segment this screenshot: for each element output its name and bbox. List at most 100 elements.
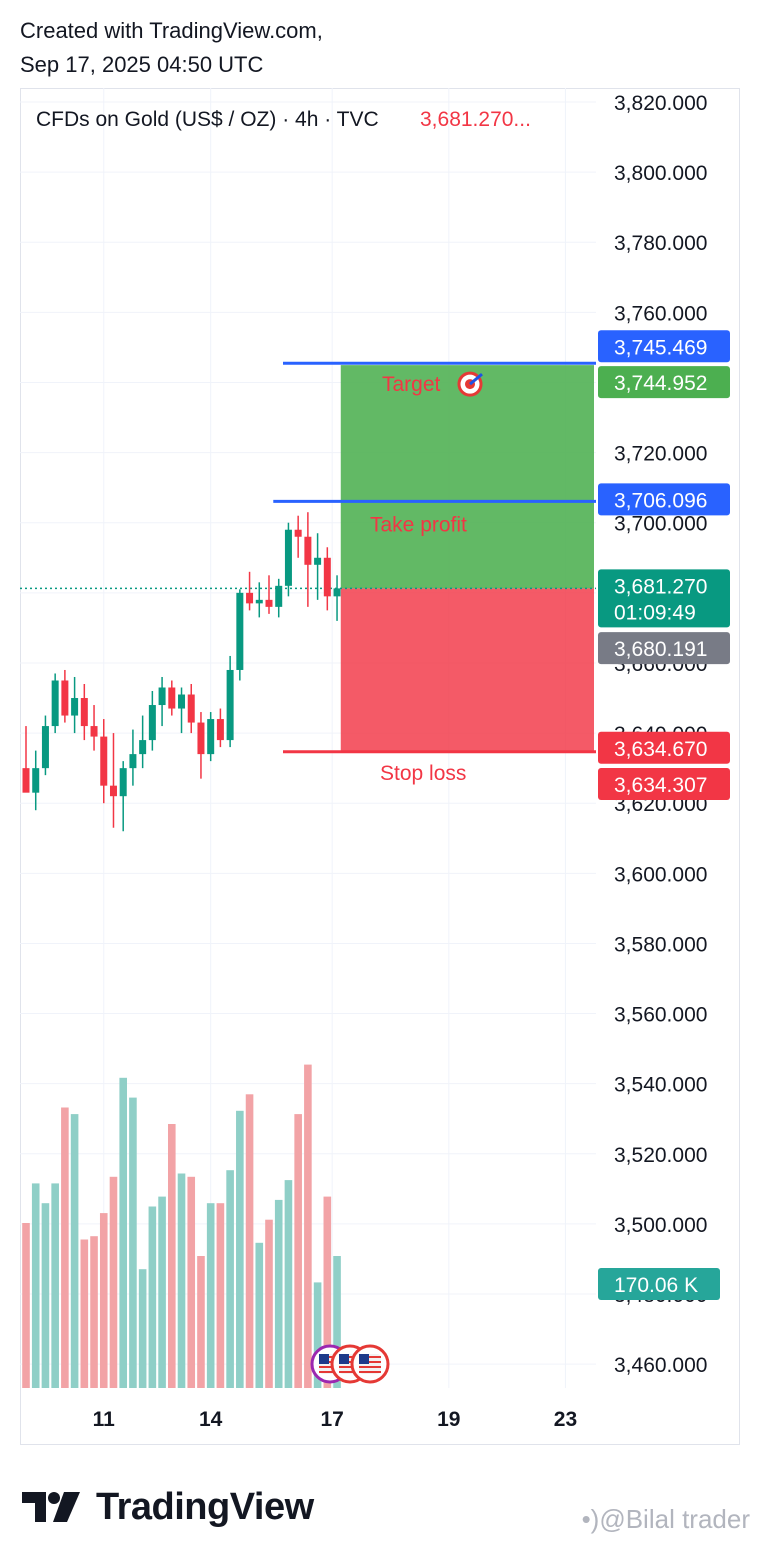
candle xyxy=(323,547,331,611)
candle xyxy=(333,575,341,621)
candle xyxy=(178,687,186,734)
candle xyxy=(100,719,108,804)
candle-body xyxy=(216,719,224,741)
y-tick-label: 3,500.000 xyxy=(614,1214,707,1237)
event-icons xyxy=(310,1344,390,1384)
tradingview-logo-icon xyxy=(22,1492,80,1522)
price-tag-take-profit: 3,706.096 xyxy=(598,483,730,516)
x-tick-label: 17 xyxy=(321,1408,344,1431)
volume-bar xyxy=(51,1183,59,1388)
volume-bar xyxy=(158,1196,166,1388)
take-profit-label: Take profit xyxy=(370,513,467,536)
price-tag-blue-top-text: 3,745.469 xyxy=(614,336,707,359)
volume-bar xyxy=(187,1176,196,1388)
horizontal-lines xyxy=(273,361,596,754)
volume-bar xyxy=(99,1213,108,1388)
volume-bar xyxy=(41,1203,50,1388)
candle xyxy=(187,683,195,734)
price-tag-take-profit-bg xyxy=(598,483,730,516)
candle-body xyxy=(148,705,156,741)
stop-loss-label: Stop loss xyxy=(380,762,466,785)
candle xyxy=(168,680,176,716)
candle xyxy=(314,533,322,600)
y-tick-label: 3,780.000 xyxy=(614,232,707,255)
price-tag-stop-bg xyxy=(598,731,730,764)
candle-body xyxy=(100,736,108,786)
x-tick-label: 19 xyxy=(437,1408,460,1431)
volume-bar xyxy=(206,1203,215,1388)
y-tick-label: 3,580.000 xyxy=(614,933,707,956)
target-label: Target xyxy=(382,373,441,396)
candle-body xyxy=(207,719,215,755)
candles xyxy=(22,512,341,832)
candle xyxy=(139,715,147,769)
candle-body xyxy=(265,599,273,607)
created-with-text: Created with TradingView.com, xyxy=(20,18,323,43)
volume-tag: 170.06 K xyxy=(598,1268,720,1300)
target-icon-dart xyxy=(469,372,483,386)
price-tag-current: 3,681.270 01:09:49 xyxy=(598,569,730,628)
candle xyxy=(255,582,263,618)
candle-body xyxy=(71,698,79,716)
candle-body xyxy=(284,529,292,586)
candle-body xyxy=(178,694,186,709)
event-flag-canton xyxy=(359,1354,369,1364)
x-tick-label: 14 xyxy=(199,1408,223,1431)
candle xyxy=(158,676,166,727)
volume-bar xyxy=(177,1173,186,1388)
x-tick-label: 11 xyxy=(93,1408,116,1431)
price-tag-blue-top-bg xyxy=(598,330,730,363)
candle-body xyxy=(80,698,88,727)
y-tick-label: 3,760.000 xyxy=(614,302,707,325)
candle-body xyxy=(314,557,322,565)
price-tag-stop: 3,634.670 xyxy=(598,731,730,764)
volume-bar xyxy=(31,1183,40,1388)
chart-header: Created with TradingView.com, Sep 17, 20… xyxy=(20,14,323,82)
volume-bar xyxy=(323,1196,332,1388)
volume-bar xyxy=(313,1282,322,1388)
candle-body xyxy=(187,694,195,723)
price-tag-current-text: 3,681.270 xyxy=(614,575,707,598)
candle xyxy=(304,512,312,607)
candle xyxy=(246,571,254,611)
volume-bar xyxy=(294,1114,302,1388)
price-tag-target-bg xyxy=(598,366,730,399)
candle xyxy=(236,589,244,681)
volume-bar xyxy=(90,1236,98,1388)
volume-bar xyxy=(168,1124,176,1388)
timestamp-text: Sep 17, 2025 04:50 UTC xyxy=(20,52,264,77)
candle-body xyxy=(139,740,147,755)
candle xyxy=(22,726,30,793)
candle xyxy=(80,683,88,741)
volume-bar xyxy=(148,1206,157,1388)
candle-body xyxy=(246,592,254,604)
last-price-text: 3,681.270... xyxy=(420,108,531,131)
y-tick-label: 3,700.000 xyxy=(614,513,707,536)
stop-zone xyxy=(340,588,594,752)
candle-body xyxy=(129,754,137,769)
volume-bar xyxy=(216,1203,225,1388)
volume-bar xyxy=(22,1223,30,1388)
y-tick-label: 3,540.000 xyxy=(614,1074,707,1097)
chart-title: CFDs on Gold (US$ / OZ) · 4h · TVC xyxy=(36,108,379,131)
volume-bar xyxy=(80,1239,89,1388)
volume-bar xyxy=(236,1110,244,1388)
price-tag-gray: 3,680.191 xyxy=(598,632,730,665)
candle-body xyxy=(275,585,283,607)
volume-bar xyxy=(61,1107,69,1388)
candle-body xyxy=(90,726,98,737)
volume-bar xyxy=(197,1256,205,1388)
volume-tag-bg xyxy=(598,1268,720,1300)
price-tag-blue-top: 3,745.469 xyxy=(598,330,730,363)
candle xyxy=(207,712,215,762)
volume-bar xyxy=(274,1199,283,1388)
candle-body xyxy=(323,557,331,597)
volume-bar xyxy=(255,1242,264,1388)
candle xyxy=(226,655,234,748)
candle-body xyxy=(304,536,312,565)
candle-body xyxy=(32,768,40,793)
candle xyxy=(216,708,224,748)
candle xyxy=(294,515,302,558)
x-tick-label: 23 xyxy=(554,1408,577,1431)
